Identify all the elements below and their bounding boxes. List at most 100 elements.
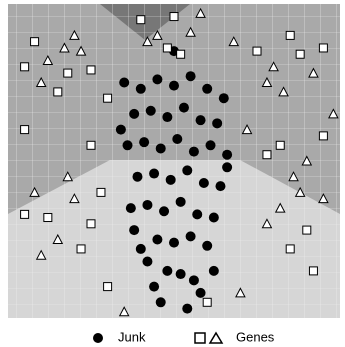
junk-point [169,80,179,91]
gene-point [20,125,30,135]
gene-point [169,12,179,22]
junk-point [129,225,140,236]
gene-point [96,187,106,197]
junk-point [205,140,216,151]
gene-point [301,155,313,166]
junk-point [159,206,170,217]
gene-point [185,26,196,37]
gene-point [63,68,73,78]
gene-point [69,29,80,40]
junk-point [185,71,196,82]
gene-point [86,219,96,229]
junk-point [135,83,146,94]
gene-point [278,86,289,97]
gene-point [152,29,163,40]
junk-point [192,209,203,220]
junk-point [182,303,193,314]
junk-point [152,234,163,245]
junk-point [142,256,153,267]
gene-point [302,225,312,235]
gene-point [20,62,30,72]
gene-point [318,43,328,53]
junk-point [119,77,130,88]
gene-point [20,209,30,219]
junk-point [178,102,189,113]
gene-point [261,218,273,229]
legend-marker-junk [93,333,103,343]
junk-point [155,297,166,308]
gene-point [294,186,306,197]
legend-label: Genes [236,329,275,344]
plot-marks [20,7,339,317]
junk-point [155,143,166,154]
junk-point [188,146,199,157]
junk-point [139,137,150,148]
gene-point [176,49,186,59]
gene-point [162,43,172,53]
gene-point [318,131,328,141]
junk-point [115,124,126,135]
gene-point [308,67,319,78]
junk-point [132,171,143,182]
gene-point [75,45,87,56]
gene-point [35,76,47,87]
junk-point [175,196,186,207]
junk-point [195,287,206,298]
junk-point [129,108,140,119]
gene-point [274,202,286,213]
junk-point [208,265,219,276]
junk-point [142,199,153,210]
junk-point [185,231,196,242]
junk-point [208,212,219,223]
gene-point [288,171,299,182]
junk-point [149,168,160,179]
gene-point [318,193,329,204]
gene-point [86,140,96,150]
gene-point [261,76,273,87]
gene-point [59,42,70,53]
gene-point [52,233,64,244]
gene-point [118,306,130,317]
gene-point [76,244,86,254]
gene-point [103,282,113,292]
junk-point [149,281,160,292]
junk-point [212,118,223,129]
junk-point [202,83,213,94]
gene-point [53,87,63,97]
junk-point [202,240,213,251]
gene-point [69,193,80,204]
gene-point [62,171,74,182]
junk-point [169,237,179,248]
gene-point [30,37,40,47]
junk-point [172,134,183,145]
junk-point [135,243,146,254]
junk-point [152,74,163,85]
gene-point [241,124,253,135]
gene-point [29,186,40,197]
gene-point [235,287,246,298]
gene-point [202,297,212,307]
junk-point [215,181,226,192]
junk-point [162,265,173,276]
gene-point [252,46,262,56]
gene-point [262,150,272,160]
gene-point [295,49,305,59]
junk-point [222,149,233,160]
gene-point [308,266,318,276]
gene-point [328,108,339,119]
junk-point [175,269,186,280]
gene-point [43,213,53,223]
junk-point [218,93,229,104]
legend-marker-square [194,332,206,344]
junk-point [195,115,206,126]
gene-point [142,36,153,47]
junk-point [188,275,199,286]
junk-point [165,174,176,185]
gene-point [35,249,47,260]
gene-point [103,93,113,103]
gene-point [228,36,240,47]
junk-point [122,140,133,151]
legend: Junk Genes [93,329,275,344]
gene-point [285,244,295,254]
